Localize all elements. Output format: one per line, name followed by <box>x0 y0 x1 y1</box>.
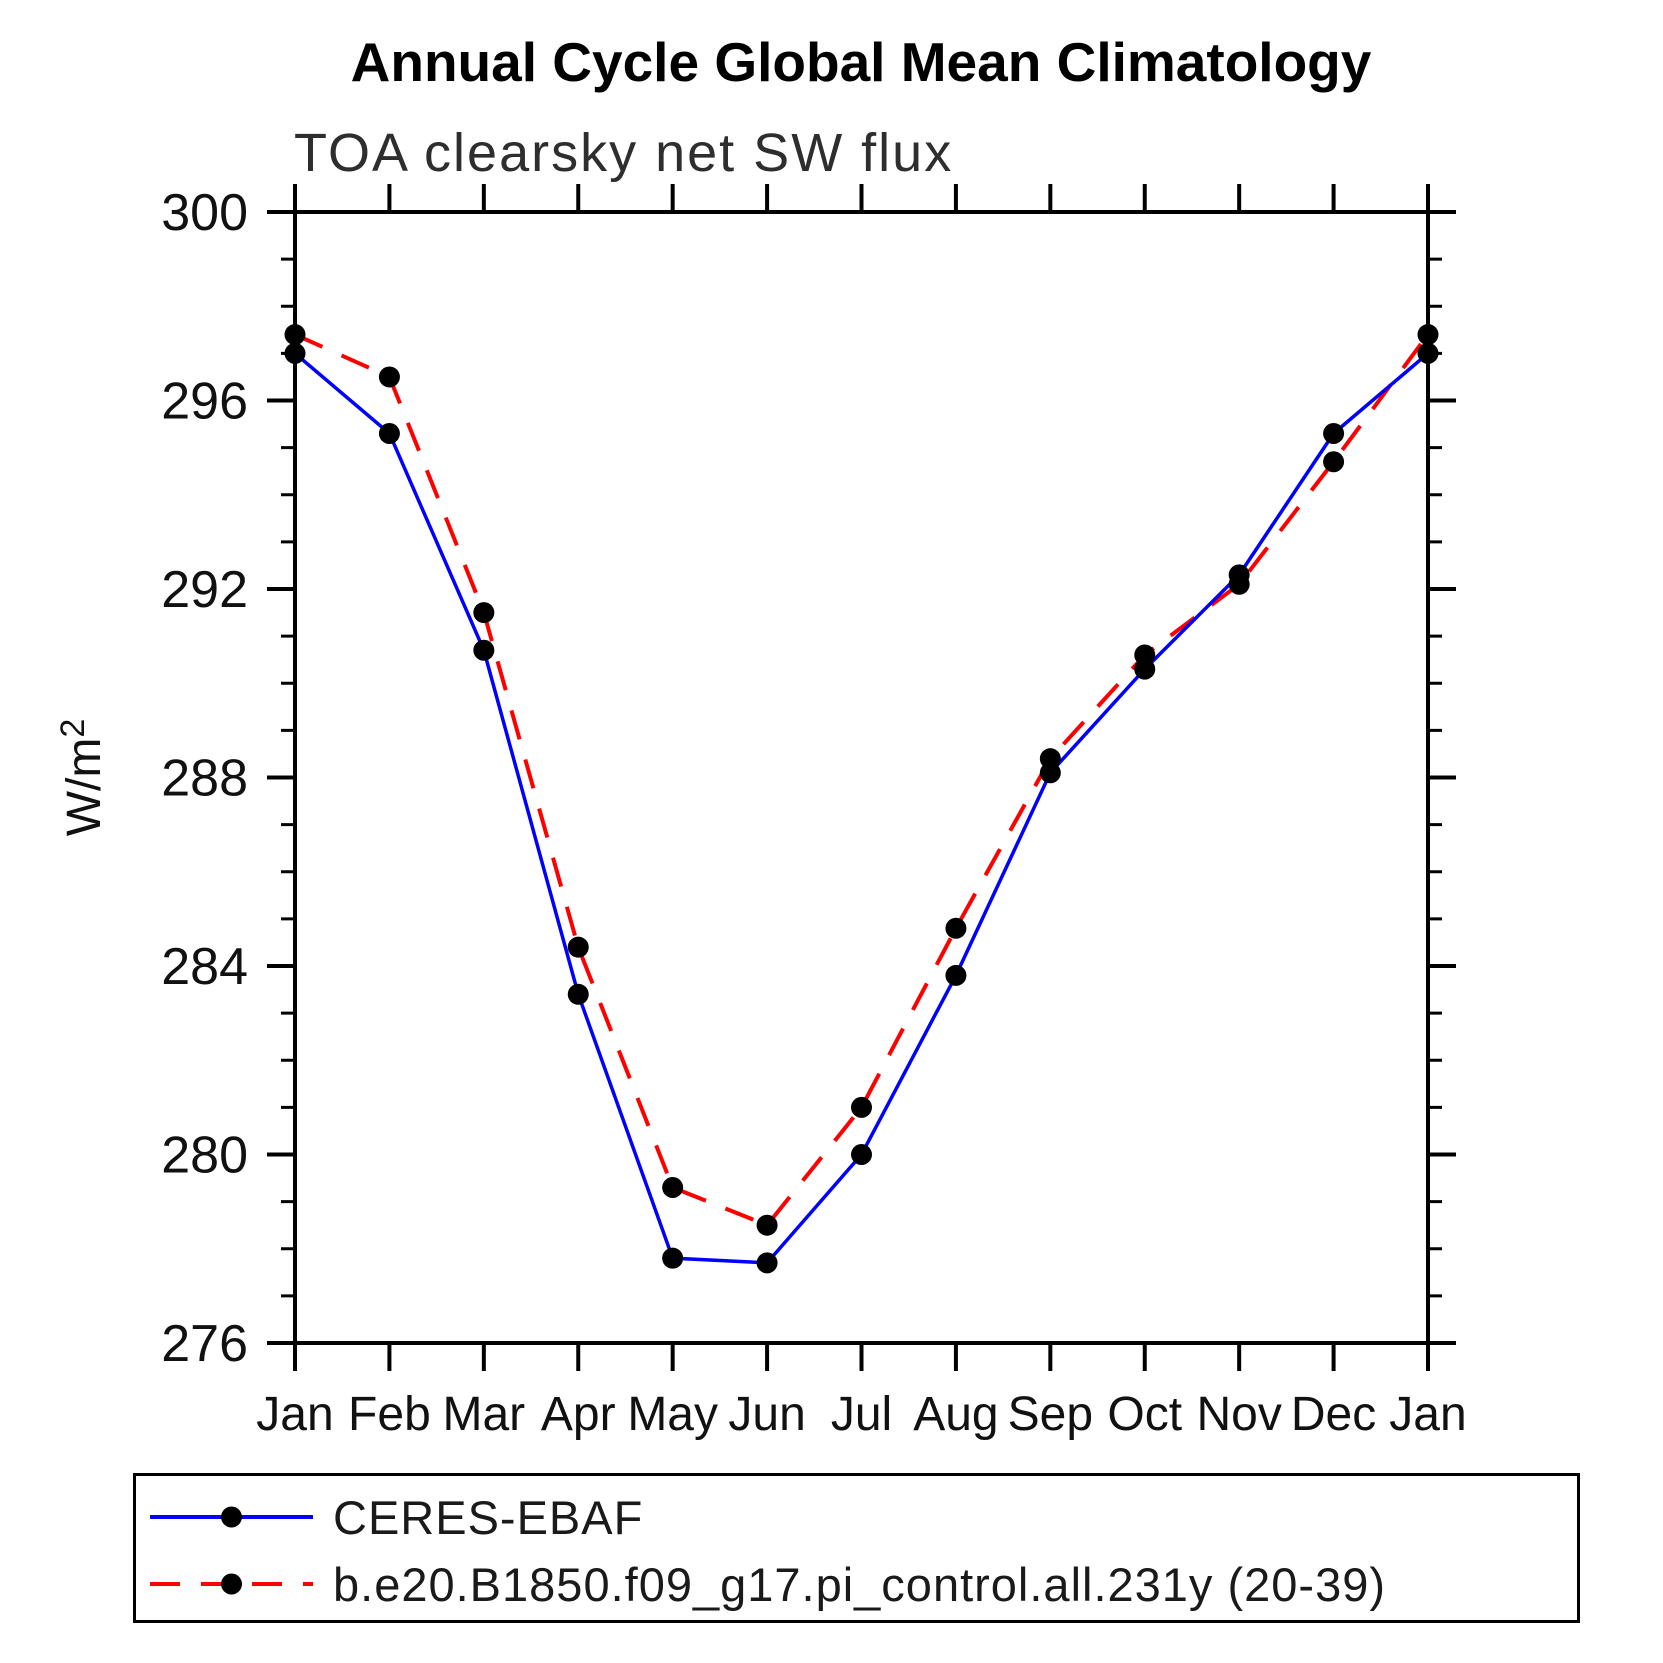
data-point-marker <box>1417 342 1439 364</box>
y-axis-tick-label: 284 <box>161 938 248 996</box>
legend-marker-dot <box>221 1573 242 1595</box>
x-axis-tick-label: Aug <box>913 1388 998 1441</box>
y-axis-tick-label: 296 <box>161 373 248 431</box>
data-point-marker <box>1323 451 1345 473</box>
data-point-marker <box>1323 422 1345 444</box>
data-point-marker <box>1417 324 1439 346</box>
x-axis-tick-label: Jan <box>1389 1388 1466 1441</box>
data-point-marker <box>284 324 306 346</box>
y-axis-tick-labels: 276 280 284 288 292 296 300 <box>161 184 248 1373</box>
data-point-marker <box>284 342 306 364</box>
data-point-marker <box>473 639 495 661</box>
y-axis-ticks <box>267 210 1456 1345</box>
data-point-marker <box>662 1247 684 1269</box>
data-point-marker <box>378 366 400 388</box>
x-axis-tick-label: Jun <box>728 1388 805 1441</box>
series-line-ceres-ebaf <box>293 352 1430 1265</box>
data-point-marker <box>662 1176 684 1198</box>
plot-area: 276 280 284 288 292 296 300 Jan Feb Mar Apr May Jun J… <box>54 184 1467 1441</box>
data-point-marker <box>567 936 589 958</box>
x-axis-tick-label: Oct <box>1107 1388 1182 1441</box>
data-point-marker <box>1134 644 1156 666</box>
chart-title: Annual Cycle Global Mean Climatology <box>350 31 1372 93</box>
x-axis-tick-labels: Jan Feb Mar Apr May Jun Jul Aug Sep Oct Nov Dec Jan <box>256 1388 1466 1441</box>
chart-subtitle: TOA clearsky net SW flux <box>294 123 954 183</box>
x-axis-tick-label: Apr <box>541 1388 616 1441</box>
legend-row: CERES-EBAF <box>148 1490 644 1544</box>
x-axis-tick-label: Mar <box>442 1388 525 1441</box>
x-axis-tick-label: Jan <box>256 1388 333 1441</box>
y-axis-tick-label: 292 <box>161 561 248 619</box>
legend-marker-dot <box>221 1506 242 1528</box>
x-axis-tick-label: Dec <box>1291 1388 1376 1441</box>
data-point-marker <box>945 964 967 986</box>
series-markers <box>284 342 1439 1274</box>
x-axis-tick-label: May <box>627 1388 718 1441</box>
y-axis-tick-label: 276 <box>161 1315 248 1373</box>
x-axis-tick-label: Feb <box>348 1388 431 1441</box>
data-point-marker <box>945 917 967 939</box>
y-axis-tick-label: 280 <box>161 1127 248 1185</box>
series-markers <box>284 324 1439 1236</box>
data-point-marker <box>378 422 400 444</box>
legend-row: b.e20.B1850.f09_g17.pi_control.all.231y … <box>148 1557 1387 1611</box>
data-point-marker <box>756 1252 778 1274</box>
data-point-marker <box>1228 573 1250 595</box>
legend-label: CERES-EBAF <box>333 1490 644 1544</box>
data-point-marker <box>1039 748 1061 770</box>
legend-label: b.e20.B1850.f09_g17.pi_control.all.231y … <box>333 1557 1387 1611</box>
data-point-marker <box>756 1214 778 1236</box>
y-axis-tick-label: 288 <box>161 750 248 808</box>
legend-box: CERES-EBAF b.e20.B1850.f09_g17.pi_control… <box>133 1473 1580 1623</box>
data-point-marker <box>851 1096 872 1118</box>
x-axis-tick-label: Sep <box>1008 1388 1093 1441</box>
legend-line-sample <box>150 1573 313 1595</box>
x-axis-ticks <box>293 184 1430 1371</box>
x-axis-tick-label: Jul <box>831 1388 892 1441</box>
legend-line-sample <box>150 1506 313 1528</box>
x-axis-tick-label: Nov <box>1196 1388 1281 1441</box>
data-point-marker <box>567 983 589 1005</box>
data-point-marker <box>851 1144 872 1165</box>
axes <box>293 210 1430 1345</box>
y-axis-tick-label: 300 <box>161 184 248 242</box>
data-point-marker <box>473 602 495 624</box>
series-line-b-e20-b1850-f09-g17-pi-control-all-231y-20-39 <box>294 332 1430 1228</box>
y-axis-title: W/m2 <box>54 719 111 837</box>
